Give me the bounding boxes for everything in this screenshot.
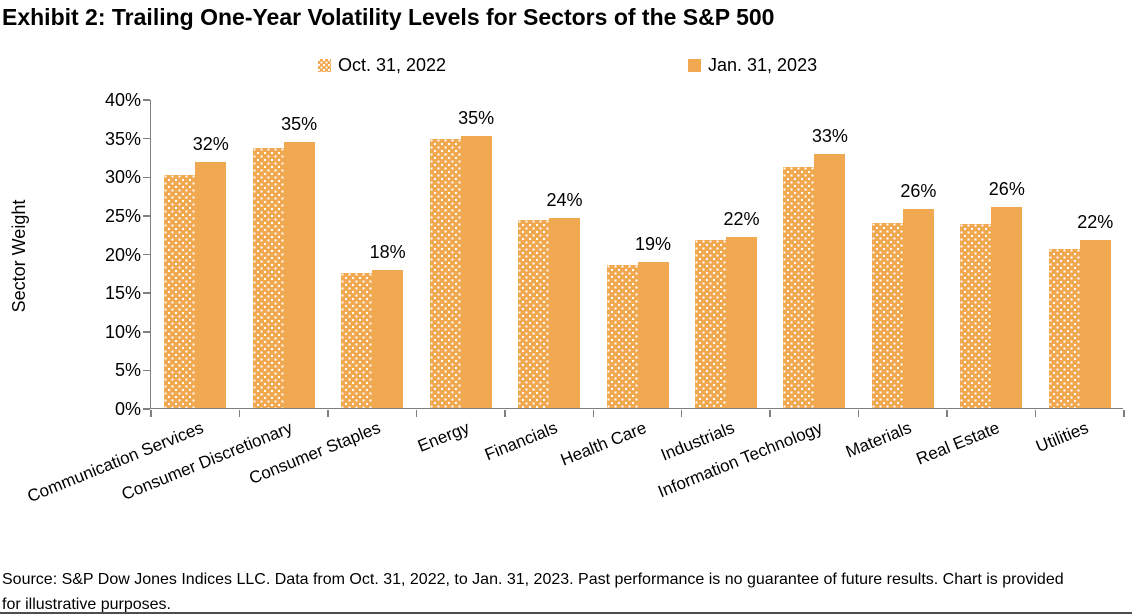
- value-label-materials: 26%: [900, 180, 937, 201]
- y-tick-label: 0%: [114, 399, 141, 419]
- bar-oct-utilities: [1048, 248, 1080, 408]
- y-axis-tick: [143, 292, 150, 294]
- y-axis-tick: [143, 99, 150, 101]
- x-axis-tick: [857, 410, 860, 417]
- x-axis-tick: [680, 410, 683, 417]
- value-label-energy: 35%: [458, 108, 495, 129]
- x-axis-tick: [504, 410, 506, 417]
- bar-oct-communication-services: [164, 174, 196, 408]
- bar-oct-consumer-discretionary: [252, 147, 284, 408]
- bar-jan-industrials: [725, 236, 757, 408]
- bar-jan-information-technology: [814, 153, 846, 408]
- y-axis-tick: [143, 176, 150, 178]
- bar-oct-health-care: [606, 265, 638, 408]
- y-axis-tick: [143, 215, 150, 217]
- bar-oct-financials: [518, 219, 550, 408]
- y-tick-label: 30%: [104, 167, 141, 188]
- bar-oct-consumer-staples: [341, 272, 373, 408]
- bottom-rule: [0, 612, 1132, 614]
- y-tick-label: 20%: [104, 244, 141, 265]
- legend-swatch-dotted-icon: [318, 59, 331, 72]
- x-axis-tick: [1034, 410, 1037, 417]
- x-axis-tick: [327, 410, 329, 417]
- bar-jan-energy: [460, 136, 492, 408]
- x-axis-tick: [592, 410, 595, 417]
- bar-jan-communication-services: [195, 161, 227, 408]
- y-axis-tick: [143, 369, 150, 372]
- bar-oct-information-technology: [783, 166, 815, 408]
- y-tick-label: 5%: [114, 360, 141, 381]
- plot-area: 0% 5% 10% 15% 20% 25% 30% 35% 40% 32% Communicatio…: [25, 90, 1125, 506]
- bar-oct-energy: [429, 139, 461, 408]
- legend-item-oct-31-2022: Oct. 31, 2022: [318, 55, 446, 76]
- bar-jan-materials: [902, 208, 934, 408]
- source-note: Source: S&P Dow Jones Indices LLC. Data …: [2, 571, 1064, 613]
- value-label-real-estate: 26%: [988, 179, 1025, 200]
- value-label-health-care: 19%: [634, 234, 672, 254]
- y-tick-label: 10%: [104, 321, 141, 342]
- y-tick-label: 35%: [104, 128, 141, 149]
- bar-jan-utilities: [1079, 239, 1111, 408]
- value-label-consumer-discretionary: 35%: [281, 113, 318, 134]
- y-tick-label: 15%: [104, 283, 141, 304]
- bar-jan-real-estate: [991, 207, 1023, 408]
- legend-item-jan-31-2023: Jan. 31, 2023: [688, 55, 817, 76]
- value-label-communication-services: 32%: [192, 133, 229, 154]
- chart-title: Exhibit 2: Trailing One-Year Volatility …: [2, 4, 775, 30]
- value-label-industrials: 22%: [723, 208, 760, 229]
- x-axis-tick: [946, 410, 948, 417]
- value-label-utilities: 22%: [1077, 211, 1114, 232]
- legend-swatch-solid-icon: [688, 59, 701, 72]
- y-axis-title: Sector Weight: [9, 199, 29, 313]
- x-axis-tick: [150, 410, 152, 417]
- value-label-information-technology: 33%: [811, 125, 848, 146]
- y-tick-label: 40%: [104, 90, 141, 110]
- value-label-consumer-staples: 18%: [369, 241, 406, 262]
- y-axis-tick: [143, 137, 150, 140]
- bar-jan-health-care: [637, 262, 669, 408]
- value-label-financials: 24%: [546, 189, 583, 210]
- bar-oct-industrials: [694, 240, 726, 408]
- y-axis-tick: [143, 331, 150, 333]
- bar-jan-consumer-staples: [372, 269, 404, 408]
- x-axis-tick: [238, 410, 241, 417]
- x-axis-tick: [769, 410, 771, 417]
- y-axis-tick: [143, 408, 150, 410]
- y-tick-label: 25%: [104, 205, 141, 226]
- x-axis-tick: [1123, 410, 1125, 417]
- y-axis-tick: [143, 253, 150, 256]
- bar-jan-consumer-discretionary: [283, 141, 315, 408]
- x-axis-tick: [415, 410, 418, 417]
- bar-oct-materials: [871, 222, 903, 408]
- legend-label-oct: Oct. 31, 2022: [338, 55, 447, 75]
- bar-jan-financials: [549, 217, 581, 408]
- bar-oct-real-estate: [960, 224, 992, 408]
- legend-label-jan: Jan. 31, 2023: [708, 55, 818, 75]
